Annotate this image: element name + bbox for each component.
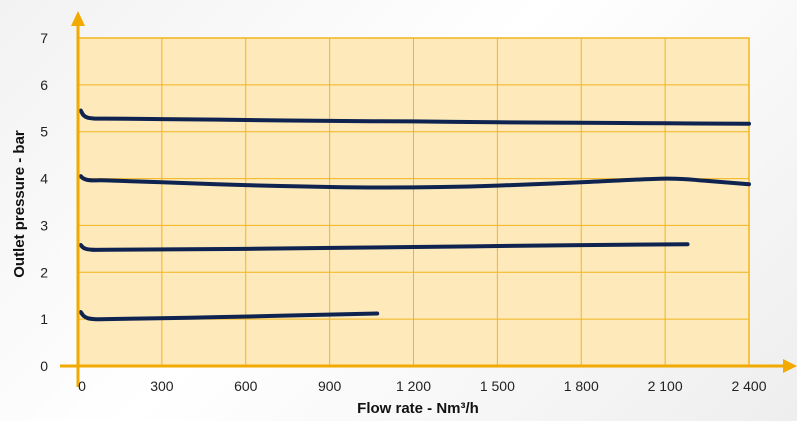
x-tick-label-2400: 2 400	[731, 378, 766, 394]
x-axis-title: Flow rate - Nm³/h	[357, 400, 479, 417]
y-tick-label-7: 7	[40, 30, 48, 46]
curves	[78, 108, 751, 322]
x-tick-label-1200: 1 200	[396, 378, 431, 394]
y-tick-label-3: 3	[40, 217, 48, 233]
curve-4	[78, 310, 380, 322]
y-tick-label-5: 5	[40, 124, 48, 140]
curve-1	[78, 108, 751, 126]
y-tick-label-2: 2	[40, 264, 48, 280]
y-tick-label-6: 6	[40, 77, 48, 93]
y-tick-label-0: 0	[40, 358, 48, 374]
y-axis-title: Outlet pressure - bar	[11, 130, 28, 278]
curve-3	[78, 242, 690, 252]
x-tick-label-1500: 1 500	[480, 378, 515, 394]
y-tick-label-1: 1	[40, 311, 48, 327]
axes	[60, 11, 797, 387]
x-tick-label-300: 300	[150, 378, 174, 394]
x-axis-arrow	[783, 359, 797, 373]
x-tick-label-2100: 2 100	[648, 378, 683, 394]
x-tick-labels: 0 300 600 900 1 200 1 500 1 800 2 100 2 400	[78, 378, 767, 394]
x-tick-label-0: 0	[78, 378, 86, 394]
x-tick-label-600: 600	[234, 378, 258, 394]
curve-2	[78, 174, 751, 190]
x-tick-label-900: 900	[318, 378, 342, 394]
x-tick-label-1800: 1 800	[564, 378, 599, 394]
y-tick-labels: 0 1 2 3 4 5 6 7	[40, 30, 48, 374]
y-tick-label-4: 4	[40, 171, 48, 187]
y-axis-arrow	[71, 11, 85, 26]
